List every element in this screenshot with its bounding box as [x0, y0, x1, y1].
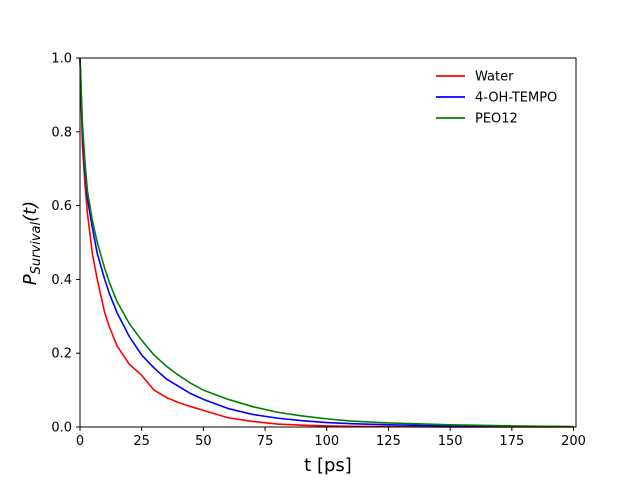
x-tick-label: 150 [438, 434, 463, 449]
y-tick-label: 1.0 [51, 52, 72, 67]
y-tick-label: 0.0 [51, 421, 72, 436]
y-tick-label: 0.6 [51, 199, 72, 214]
legend-label: PEO12 [475, 112, 518, 127]
y-tick-label: 0.8 [51, 125, 72, 140]
y-tick-label: 0.2 [51, 347, 72, 362]
y-tick-label: 0.4 [51, 273, 72, 288]
x-tick-label: 200 [561, 434, 586, 449]
x-tick-label: 100 [314, 434, 339, 449]
series-line-4-oh-tempo [79, 57, 574, 428]
y-axis-title-sub: Survival [29, 222, 44, 275]
plot-frame [79, 57, 577, 428]
ticks-layer: 0 25 50 75 100 125 150 175 200 0.0 0.2 0.4 0.6 0.8 1.0 [51, 52, 586, 450]
series-line-peo12 [79, 57, 574, 428]
x-axis-title: t [ps] [304, 455, 352, 476]
legend-label: 4-OH-TEMPO [475, 91, 557, 106]
x-tick-label: 25 [133, 434, 150, 449]
plot-area [80, 58, 576, 427]
legend-label: Water [475, 70, 514, 85]
series-line-water [79, 57, 574, 428]
legend: Water 4-OH-TEMPO PEO12 [436, 70, 557, 127]
y-axis-title-main: P [20, 274, 41, 285]
x-tick-label: 125 [376, 434, 401, 449]
y-axis-title-arg: (t) [20, 201, 41, 222]
x-tick-label: 0 [76, 434, 84, 449]
x-tick-label: 50 [195, 434, 212, 449]
x-tick-label: 75 [257, 434, 274, 449]
x-tick-label: 175 [499, 434, 524, 449]
y-axis-title: PSurvival(t) [20, 201, 44, 285]
series-layer [79, 57, 574, 428]
